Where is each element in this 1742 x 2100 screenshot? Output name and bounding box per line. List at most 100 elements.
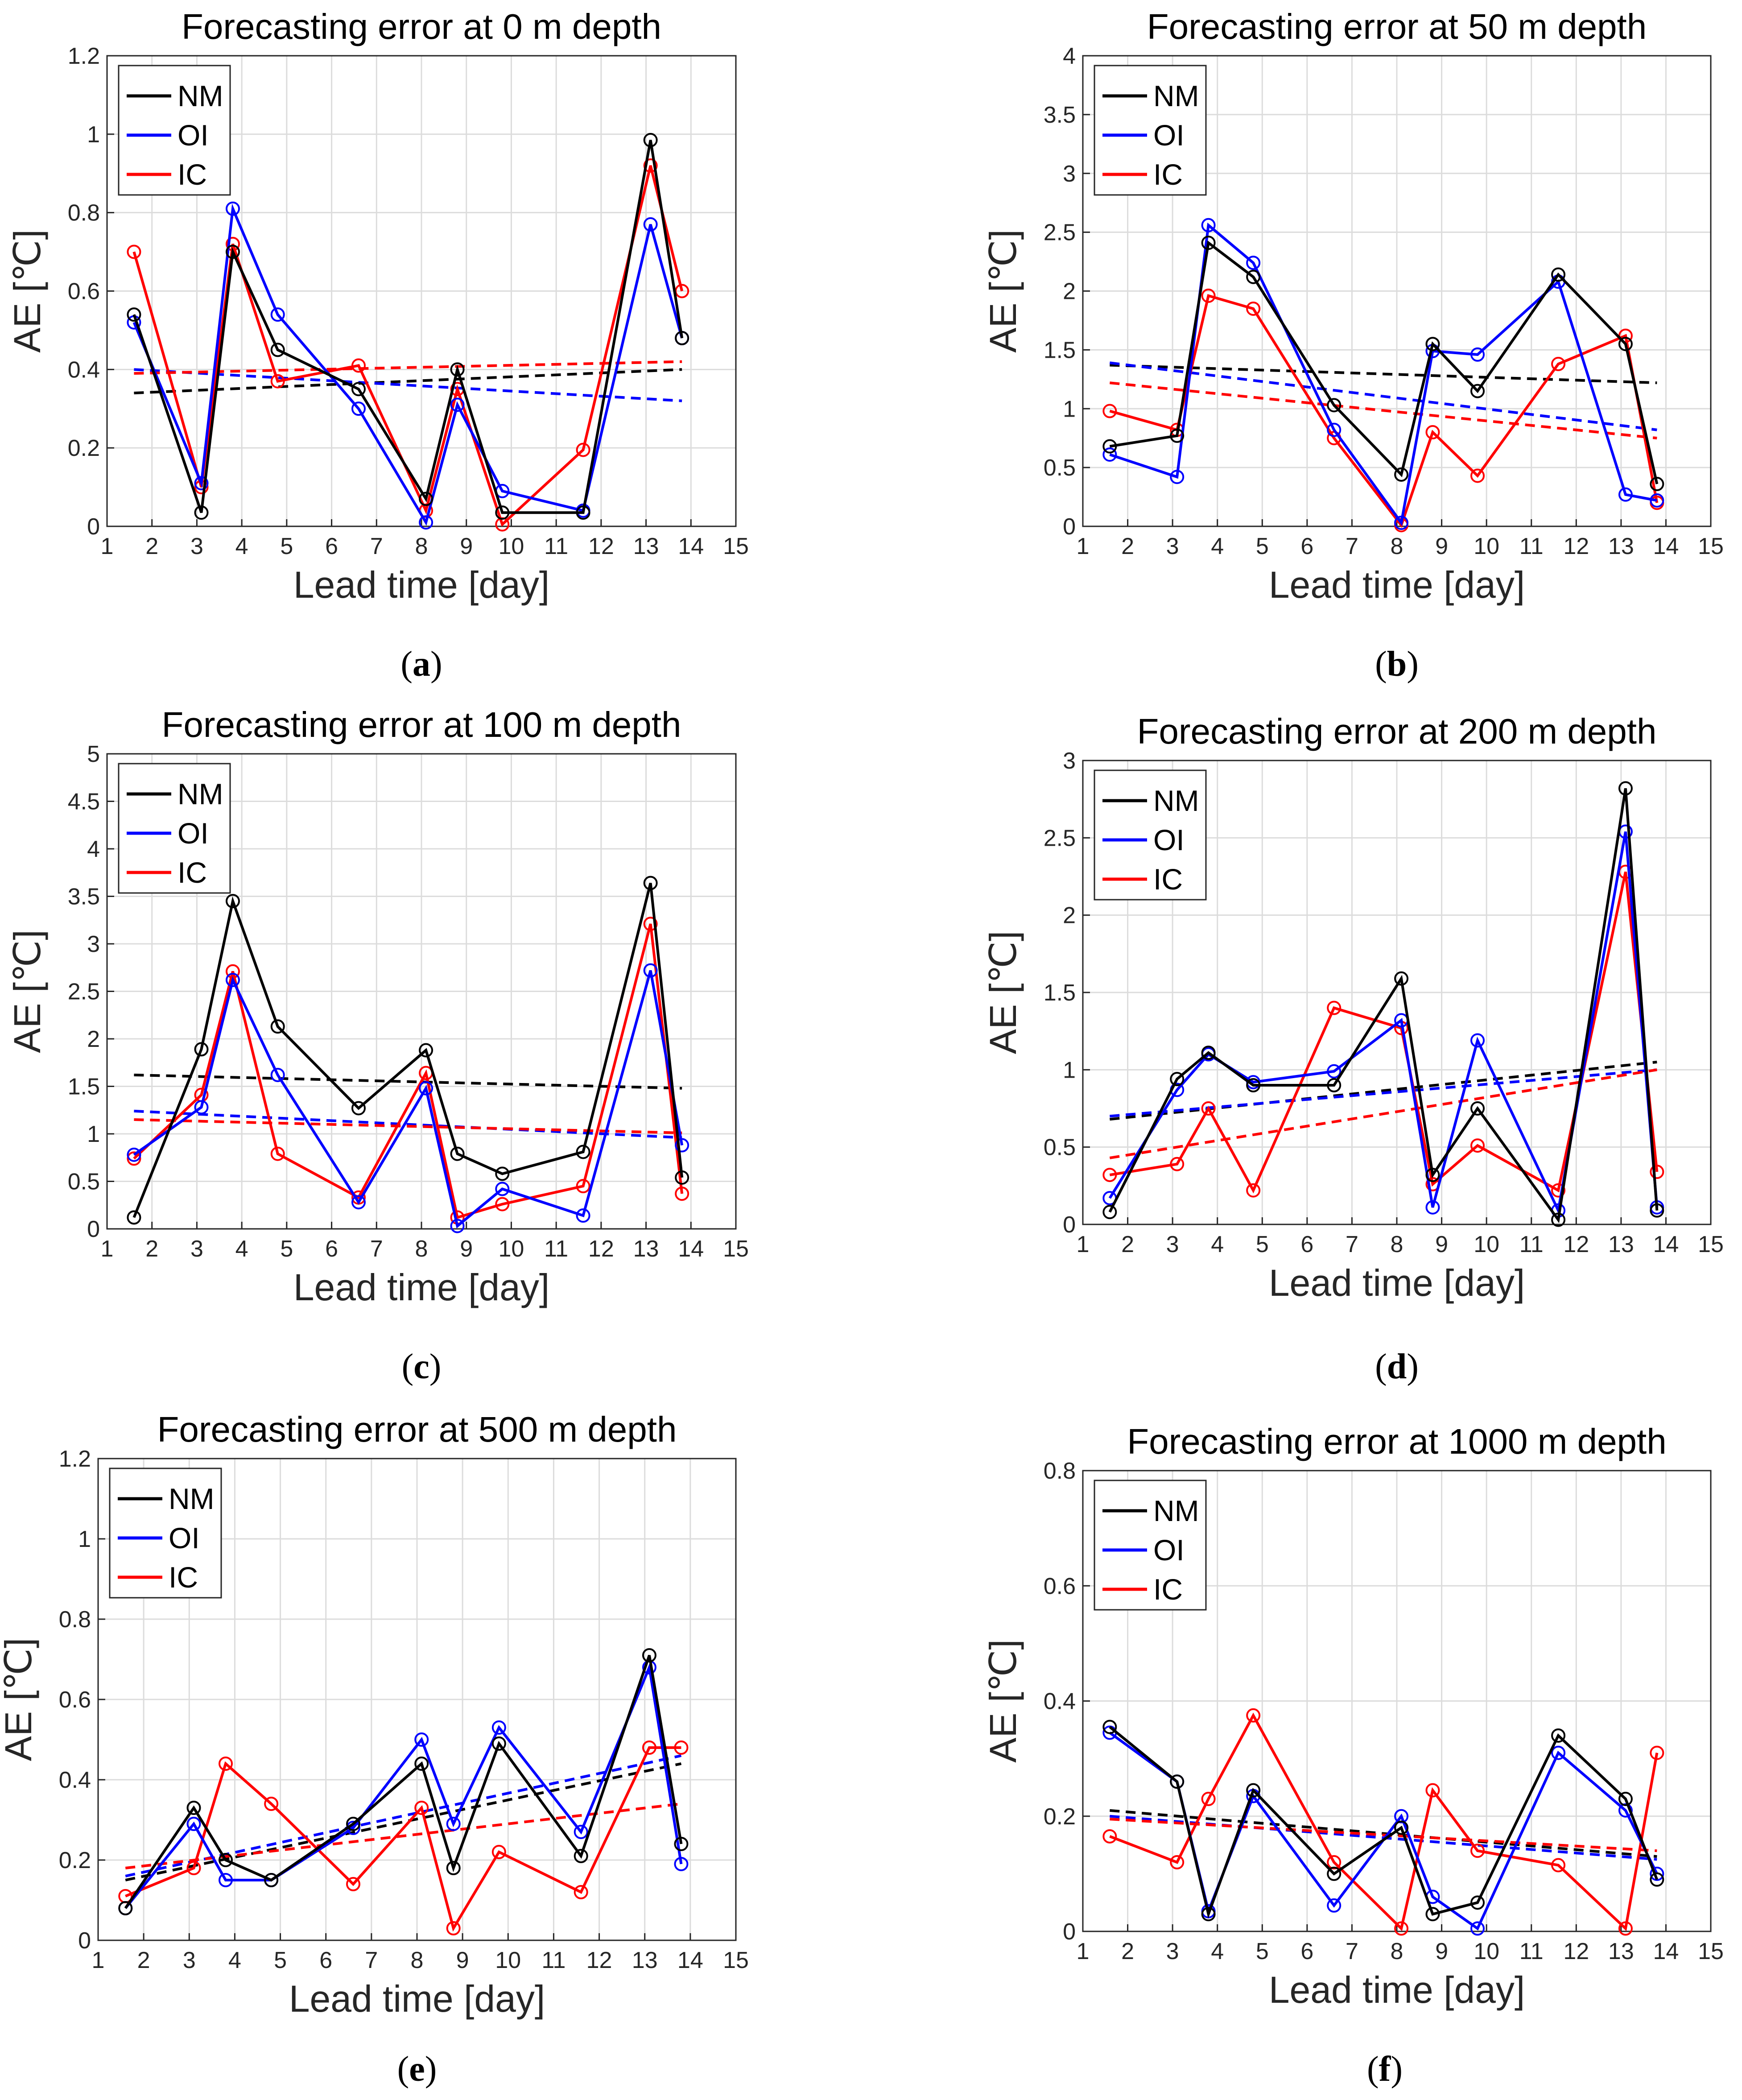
data-point-nm <box>446 1861 461 1875</box>
y-tick-label: 3 <box>87 931 100 957</box>
x-tick-label: 2 <box>1121 533 1134 559</box>
legend: NM OI IC <box>118 763 231 894</box>
data-point-ic <box>1170 1855 1185 1870</box>
legend: NM OI IC <box>1094 1480 1207 1611</box>
data-point-oi <box>226 201 240 216</box>
trend-line-oi <box>134 368 682 402</box>
series-nm <box>127 876 689 1225</box>
data-point-nm <box>642 1648 656 1662</box>
data-point-ic <box>127 244 141 259</box>
chart-title: Forecasting error at 0 m depth <box>182 7 661 46</box>
y-tick-label: 4.5 <box>68 789 100 815</box>
x-tick-label: 15 <box>723 1236 749 1262</box>
data-point-nm <box>1470 384 1485 398</box>
data-point-ic <box>1170 1157 1185 1171</box>
data-point-nm <box>576 1145 590 1159</box>
x-tick-label: 5 <box>274 1947 287 1973</box>
y-axis-label: AE [℃] <box>0 1638 39 1761</box>
x-tick-label: 14 <box>1653 533 1679 559</box>
data-point-ic <box>675 1186 689 1201</box>
data-point-nm <box>1425 1907 1440 1922</box>
legend-label-nm: NM <box>178 777 223 810</box>
data-point-ic <box>264 1797 279 1811</box>
panel-caption: (d) <box>1375 1347 1419 1386</box>
y-tick-label: 1.5 <box>1044 337 1076 363</box>
x-tick-label: 4 <box>228 1947 241 1973</box>
data-point-nm <box>643 876 658 890</box>
x-tick-label: 9 <box>460 1236 473 1262</box>
data-point-ic <box>576 442 590 457</box>
x-tick-label: 12 <box>1563 1939 1589 1964</box>
y-tick-label: 0.6 <box>59 1687 91 1713</box>
y-tick-label: 0 <box>1063 1212 1076 1238</box>
data-point-ic <box>1394 1921 1409 1936</box>
x-tick-label: 2 <box>145 1236 158 1262</box>
trend-line-ic <box>134 360 682 375</box>
chart-panel-1: 1 2 3 4 5 6 7 8 9 10 11 12 13 14 1500.20.40.60.811.2Fo… <box>6 7 749 684</box>
data-point-oi <box>675 1138 689 1153</box>
x-tick-label: 6 <box>1300 1232 1313 1257</box>
x-tick-label: 15 <box>1698 1939 1724 1964</box>
y-tick-label: 0.4 <box>59 1767 91 1793</box>
data-point-nm <box>1201 1907 1216 1922</box>
data-point-nm <box>1327 1078 1342 1092</box>
data-point-nm <box>1650 1203 1664 1218</box>
data-point-ic <box>1650 1165 1664 1179</box>
y-tick-label: 0.8 <box>68 200 100 226</box>
legend-label-nm: NM <box>1153 1494 1199 1527</box>
data-point-nm <box>1425 337 1440 351</box>
data-point-oi <box>419 515 433 530</box>
y-tick-label: 0.8 <box>59 1607 91 1633</box>
data-point-nm <box>270 343 285 357</box>
x-tick-label: 2 <box>137 1947 150 1973</box>
legend-label-oi: OI <box>1153 823 1185 856</box>
x-tick-label: 7 <box>1346 1232 1358 1257</box>
chart-title: Forecasting error at 500 m depth <box>157 1410 677 1449</box>
series-line-ic <box>133 923 684 1219</box>
data-point-ic <box>643 917 658 931</box>
y-tick-label: 1.2 <box>59 1446 91 1472</box>
data-point-nm <box>1551 1728 1566 1743</box>
x-tick-label: 12 <box>586 1947 612 1973</box>
data-point-oi <box>270 307 285 322</box>
x-tick-label: 8 <box>415 1236 428 1262</box>
data-point-nm <box>194 505 209 520</box>
data-point-ic <box>1650 1745 1664 1760</box>
series-line-ic <box>1109 1712 1659 1931</box>
legend-label-oi: OI <box>1153 1534 1185 1567</box>
y-axis-label: AE [℃] <box>982 931 1024 1054</box>
x-tick-label: 1 <box>1077 1232 1090 1257</box>
y-tick-label: 3.5 <box>1044 102 1076 128</box>
data-point-oi <box>574 1825 588 1839</box>
data-point-ic <box>1201 1101 1216 1116</box>
x-tick-label: 11 <box>1519 1939 1544 1964</box>
data-point-nm <box>1246 269 1261 284</box>
data-point-nm <box>576 505 590 520</box>
panel-caption: (c) <box>402 1347 442 1386</box>
data-point-ic <box>1470 1138 1485 1153</box>
data-point-nm <box>1551 267 1566 282</box>
x-tick-label: 9 <box>460 533 473 559</box>
legend-label-oi: OI <box>1153 119 1185 152</box>
y-tick-label: 2 <box>1063 903 1076 929</box>
data-point-nm <box>450 1146 465 1161</box>
x-tick-label: 11 <box>1519 533 1544 559</box>
x-tick-label: 4 <box>1211 533 1224 559</box>
data-point-oi <box>186 1817 201 1831</box>
data-point-ic <box>270 374 285 389</box>
y-tick-label: 0.2 <box>59 1848 91 1873</box>
legend: NM OI IC <box>109 1468 222 1599</box>
data-point-nm <box>1650 1872 1664 1887</box>
data-point-ic <box>643 158 658 173</box>
y-tick-label: 0.8 <box>1044 1458 1076 1484</box>
x-tick-label: 5 <box>1256 533 1269 559</box>
data-point-nm <box>219 1853 233 1867</box>
x-axis-label: Lead time [day] <box>293 1266 549 1308</box>
y-tick-label: 0.6 <box>68 279 100 305</box>
data-point-nm <box>1470 1895 1485 1910</box>
y-axis-label: AE [℃] <box>982 229 1024 352</box>
y-tick-label: 1 <box>1063 396 1076 422</box>
x-tick-label: 3 <box>1166 533 1179 559</box>
y-tick-label: 0.5 <box>1044 455 1076 481</box>
y-tick-label: 3 <box>1063 161 1076 187</box>
